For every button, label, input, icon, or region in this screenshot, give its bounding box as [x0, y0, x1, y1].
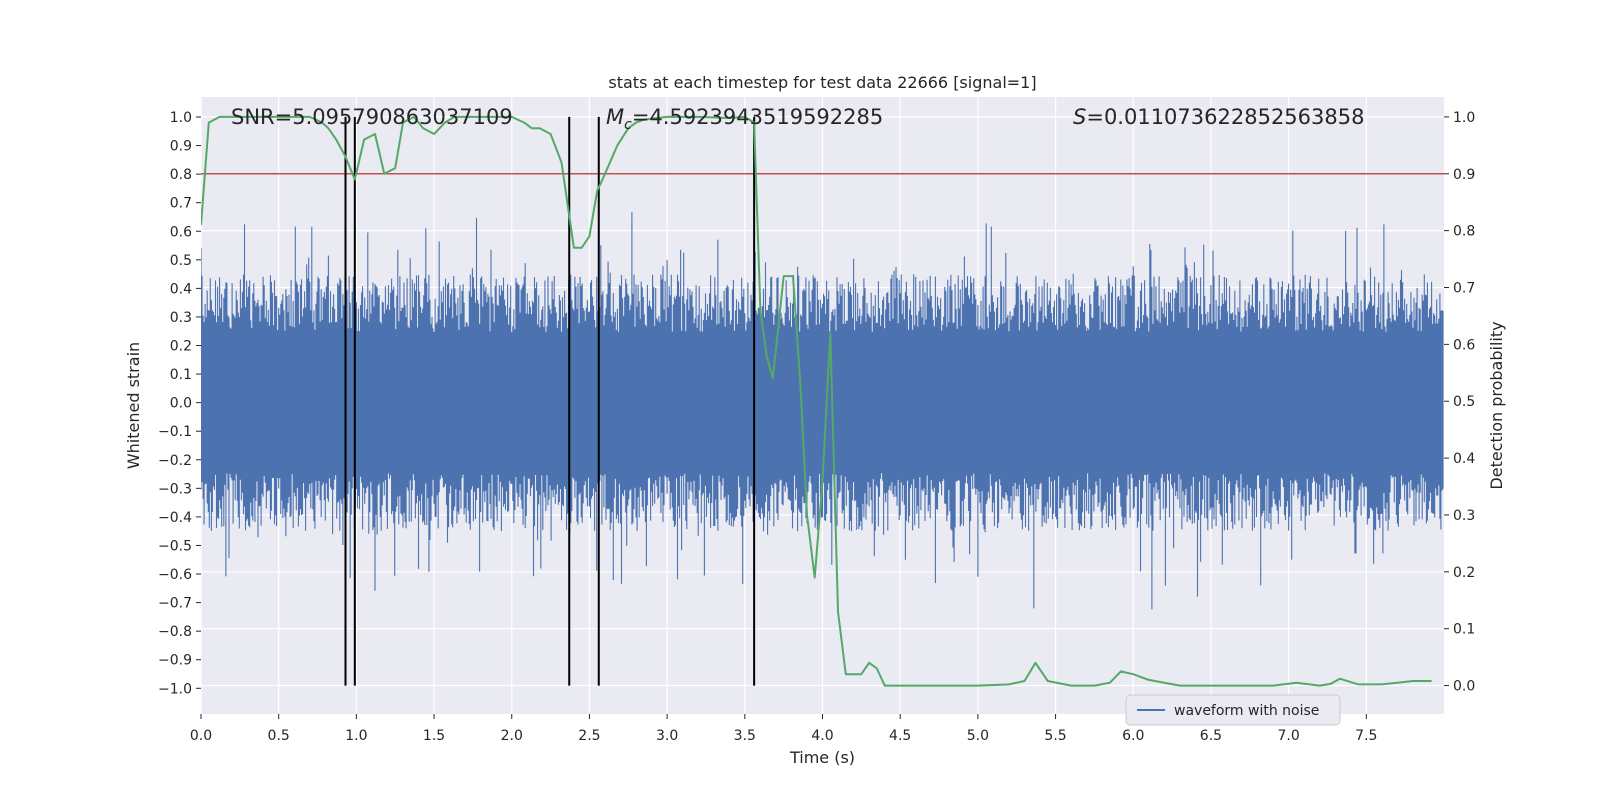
- right-tick-label: 0.7: [1453, 281, 1475, 297]
- x-tick-label: 1.5: [423, 728, 445, 744]
- vertical-markers: [344, 116, 756, 686]
- x-tick-label: 3.5: [734, 728, 756, 744]
- chirp-mass-subscript: c: [624, 117, 632, 133]
- left-axis-ticks: 1.0 0.9 0.8 0.7 0.6 0.5 0.4 0.3 0.2 0.1 0.0 −0.1 −0.…: [158, 110, 201, 697]
- legend-label: waveform with noise: [1174, 703, 1319, 719]
- statistic-annotation: S=0.011073622852563858: [1073, 105, 1364, 129]
- left-tick-label: 0.5: [170, 253, 192, 269]
- x-tick-label: 7.5: [1355, 728, 1377, 744]
- left-tick-label: 1.0: [170, 110, 192, 126]
- x-tick-label: 0.5: [268, 728, 290, 744]
- right-tick-label: 0.2: [1453, 565, 1475, 581]
- left-tick-label: −1.0: [158, 681, 192, 697]
- x-axis-ticks: 0.0 0.5 1.0 1.5 2.0 2.5 3.0 3.5 4.0 4.5 5.0 5.5 6.0 6…: [190, 714, 1377, 744]
- chirp-mass-symbol: M: [606, 105, 624, 129]
- x-tick-label: 5.5: [1044, 728, 1066, 744]
- chirp-mass-value: =4.5923943519592285: [632, 105, 883, 129]
- left-tick-label: −0.9: [158, 653, 192, 669]
- right-axis-label: Detection probability: [1487, 321, 1506, 489]
- right-tick-label: 0.8: [1453, 224, 1475, 240]
- left-tick-label: −0.2: [158, 453, 192, 469]
- left-tick-label: 0.4: [170, 281, 192, 297]
- x-tick-label: 6.0: [1122, 728, 1144, 744]
- x-tick-label: 1.0: [345, 728, 367, 744]
- statistic-symbol: S: [1073, 105, 1086, 129]
- right-tick-label: 0.0: [1453, 679, 1475, 695]
- x-tick-label: 3.0: [656, 728, 678, 744]
- right-tick-label: 0.6: [1453, 337, 1475, 353]
- left-tick-label: 0.0: [170, 396, 192, 412]
- left-tick-label: 0.1: [170, 367, 192, 383]
- left-tick-label: 0.9: [170, 139, 192, 155]
- x-tick-label: 4.5: [889, 728, 911, 744]
- left-tick-label: 0.8: [170, 167, 192, 183]
- right-tick-label: 0.4: [1453, 451, 1475, 467]
- left-axis-label: Whitened strain: [124, 342, 143, 469]
- left-tick-label: 0.2: [170, 339, 192, 355]
- left-tick-label: −0.4: [158, 510, 192, 526]
- x-tick-label: 5.0: [967, 728, 989, 744]
- left-tick-label: 0.6: [170, 224, 192, 240]
- legend: waveform with noise: [1125, 694, 1341, 726]
- left-tick-label: −0.1: [158, 424, 192, 440]
- right-tick-label: 0.1: [1453, 622, 1475, 638]
- statistic-value: =0.011073622852563858: [1086, 105, 1364, 129]
- x-tick-label: 0.0: [190, 728, 212, 744]
- chart-title: stats at each timestep for test data 226…: [608, 73, 1036, 92]
- right-axis-ticks: 1.0 0.9 0.8 0.7 0.6 0.5 0.4 0.3 0.2 0.1 0.0: [1444, 110, 1475, 695]
- x-tick-label: 2.0: [501, 728, 523, 744]
- x-tick-label: 6.5: [1200, 728, 1222, 744]
- waveform-series: [201, 212, 1444, 610]
- left-tick-label: −0.6: [158, 567, 192, 583]
- left-tick-label: −0.8: [158, 624, 192, 640]
- left-tick-label: −0.5: [158, 538, 192, 554]
- snr-annotation: SNR=5.095790863037109: [231, 105, 513, 129]
- left-tick-label: 0.7: [170, 196, 192, 212]
- x-tick-label: 2.5: [578, 728, 600, 744]
- x-axis-label: Time (s): [789, 748, 855, 767]
- x-tick-label: 4.0: [811, 728, 833, 744]
- right-tick-label: 0.9: [1453, 167, 1475, 183]
- left-tick-label: −0.3: [158, 481, 192, 497]
- right-tick-label: 0.3: [1453, 508, 1475, 524]
- probability-series: [201, 115, 1432, 687]
- x-tick-label: 7.0: [1277, 728, 1299, 744]
- left-tick-label: −0.7: [158, 596, 192, 612]
- chirp-mass-annotation: Mc=4.5923943519592285: [606, 105, 883, 133]
- right-tick-label: 0.5: [1453, 394, 1475, 410]
- left-tick-label: 0.3: [170, 310, 192, 326]
- legend-box: [1125, 694, 1341, 726]
- right-tick-label: 1.0: [1453, 110, 1475, 126]
